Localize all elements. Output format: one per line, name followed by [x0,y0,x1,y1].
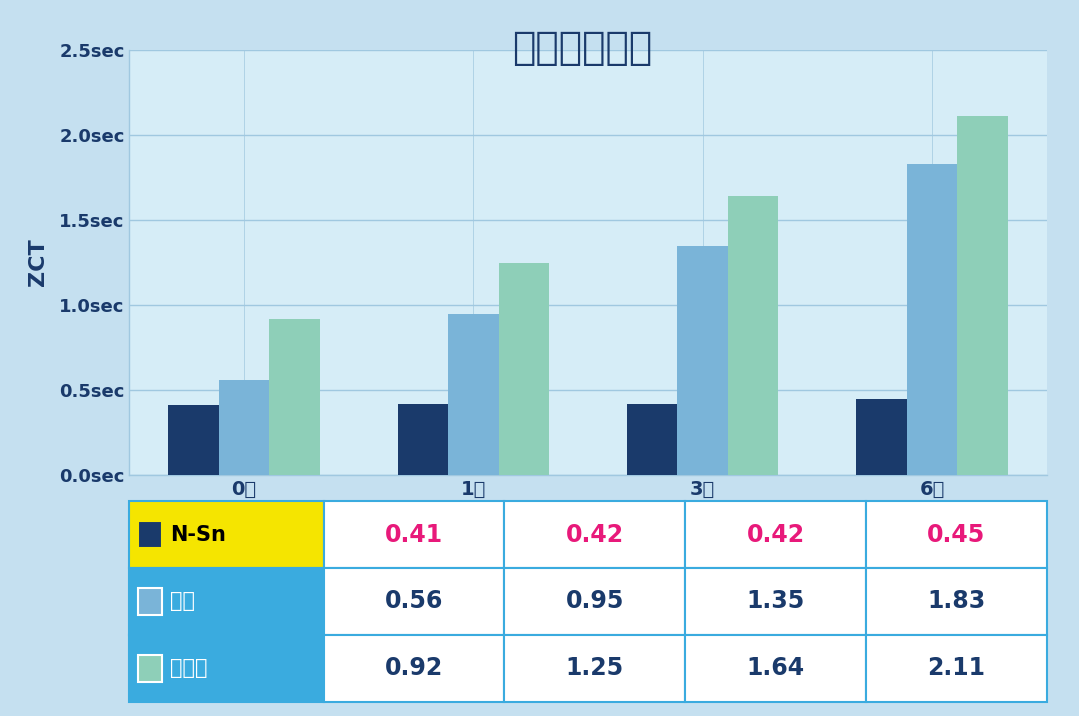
Text: 0.92: 0.92 [385,657,443,680]
Text: 1.35: 1.35 [747,589,805,614]
X-axis label: 160°C×1hr 后 270°C×30sec 高温回流次数: 160°C×1hr 后 270°C×30sec 高温回流次数 [453,510,723,525]
Text: N-Sn: N-Sn [170,525,227,545]
Bar [168,405,219,475]
Bar [857,399,906,475]
Bar [498,263,549,475]
Text: 0.95: 0.95 [565,589,624,614]
Bar [678,246,728,475]
Bar [398,404,448,475]
Bar [627,404,678,475]
Bar [728,196,778,475]
Text: 雾锡: 雾锡 [170,591,195,611]
Y-axis label: ZCT: ZCT [28,238,49,286]
Text: 0.45: 0.45 [927,523,985,546]
Text: 0.42: 0.42 [565,523,624,546]
Text: 0.42: 0.42 [747,523,805,546]
Bar [957,117,1008,475]
Text: 0.56: 0.56 [385,589,443,614]
Text: 0.41: 0.41 [385,523,443,546]
Text: 零交时间比较: 零交时间比较 [513,29,653,67]
Bar [906,164,957,475]
Bar [448,314,498,475]
Text: 1.25: 1.25 [565,657,624,680]
Text: 2.11: 2.11 [927,657,985,680]
Text: 1.64: 1.64 [747,657,805,680]
Text: 回流锡: 回流锡 [170,658,208,678]
Bar [270,319,319,475]
Text: 1.83: 1.83 [927,589,985,614]
Bar [219,380,270,475]
